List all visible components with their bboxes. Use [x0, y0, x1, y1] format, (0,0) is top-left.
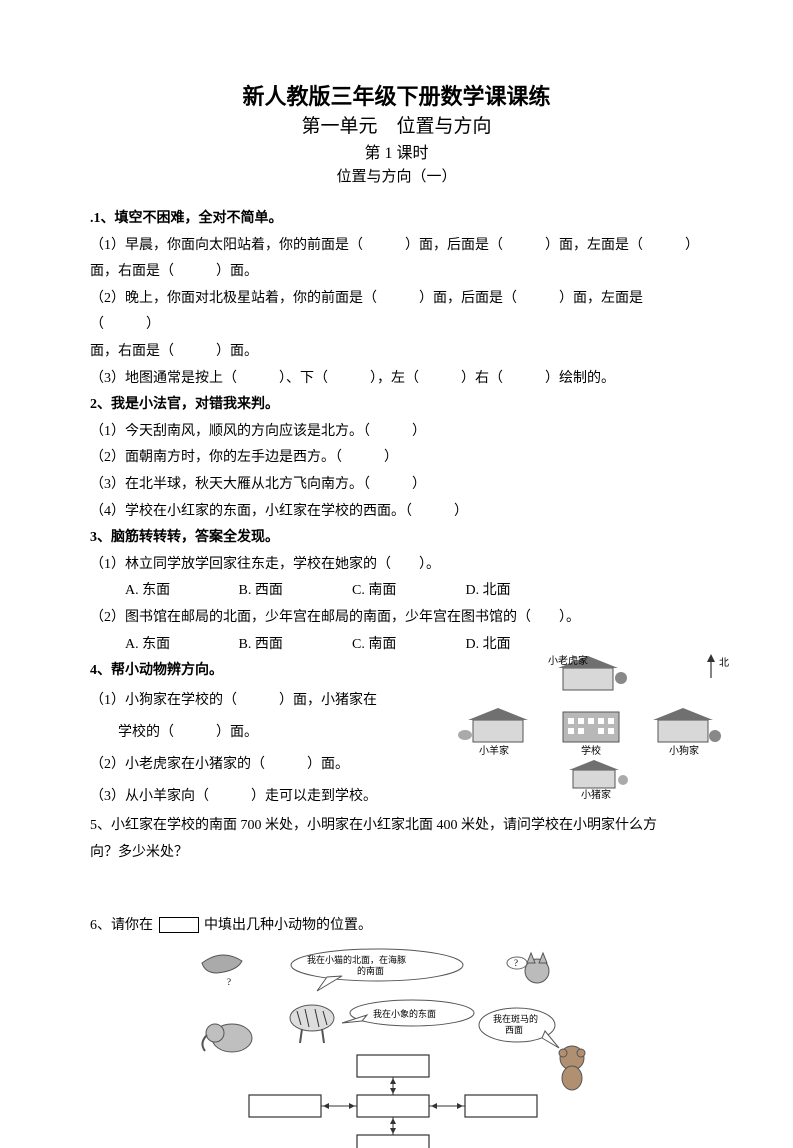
north-label: 北 — [719, 657, 729, 669]
subtitle: 位置与方向（一） — [90, 166, 703, 189]
q3-2-optC: C. 南面 — [352, 632, 462, 659]
q6-heading-post: 中填出几种小动物的位置。 — [204, 918, 372, 933]
q2-heading: 2、我是小法官，对错我来判。 — [90, 392, 703, 419]
bubble2-text: 我在小象的东面 — [373, 1008, 436, 1019]
q3-item2: （2）图书馆在邮局的北面，少年宫在邮局的南面，少年宫在图书馆的（ ）。 — [90, 605, 703, 632]
doc-title: 新人教版三年级下册数学课课练 — [90, 80, 703, 113]
q3-2-optB: B. 西面 — [239, 632, 349, 659]
tiger-label: 小老虎家 — [548, 654, 588, 667]
pig-house-icon: 小猪家 — [569, 760, 628, 800]
zebra-icon — [290, 1005, 334, 1043]
q3-2-optA: A. 东面 — [125, 632, 235, 659]
q4-map-figure: 北 小老虎家 小羊家 学校 — [453, 650, 733, 800]
north-arrow-icon: 北 — [707, 654, 729, 678]
q1-item3: （3）地图通常是按上（ ）、下（ ），左（ ）右（ ）绘制的。 — [90, 366, 703, 393]
q1-item1-l2: 面，右面是（ ）面。 — [90, 259, 703, 286]
q5-line1: 5、小红家在学校的南面 700 米处，小明家在小红家北面 400 米处，请问学校… — [90, 813, 703, 840]
bubble3-text-b: 西面 — [505, 1025, 523, 1035]
q3-1-optC: C. 南面 — [352, 578, 462, 605]
q1-heading: .1、填空不困难，全对不简单。 — [90, 206, 703, 233]
answer-box-bottom — [357, 1135, 429, 1148]
q1-item1-l1: （1）早晨，你面向太阳站着，你的前面是（ ）面，后面是（ ）面，左面是（ ） — [90, 233, 703, 260]
q3-item1: （1）林立同学放学回家往东走，学校在她家的（ ）。 — [90, 552, 703, 579]
speech-bubble-1: 我在小猫的北面，在海豚 的南面 — [291, 949, 463, 991]
blank-box-icon — [159, 917, 199, 933]
bubble3-text-a: 我在斑马的 — [493, 1013, 538, 1024]
answer-box-top — [357, 1055, 429, 1077]
svg-text:?: ? — [227, 977, 231, 987]
dog-house-icon: 小狗家 — [653, 708, 721, 757]
sheep-label: 小羊家 — [479, 744, 509, 757]
q2-item2: （2）面朝南方时，你的左手边是西方。（ ） — [90, 445, 703, 472]
dolphin-icon: ? — [202, 955, 242, 987]
pig-label: 小猪家 — [581, 788, 611, 800]
cat-icon: ? — [507, 953, 549, 983]
bubble1-text-b: 的南面 — [357, 965, 384, 976]
elephant-icon — [202, 1024, 252, 1052]
q1-item2-l1: （2）晚上，你面对北极星站着，你的前面是（ ）面，后面是（ ）面，左面是（ ） — [90, 286, 703, 339]
sheep-house-icon: 小羊家 — [458, 708, 528, 757]
school-label: 学校 — [581, 744, 601, 757]
q3-item1-options: A. 东面 B. 西面 C. 南面 D. 北面 — [90, 578, 703, 605]
answer-box-right — [465, 1095, 537, 1117]
bubble1-text-a: 我在小猫的北面，在海豚 — [307, 954, 406, 965]
lesson-title: 第 1 课时 — [90, 142, 703, 166]
q1-item2-l2: 面，右面是（ ）面。 — [90, 339, 703, 366]
q5-line2: 向？多少米处？ — [90, 840, 703, 867]
school-icon: 学校 — [563, 712, 619, 757]
q2-item3: （3）在北半球，秋天大雁从北方飞向南方。（ ） — [90, 472, 703, 499]
q6-heading-pre: 6、请你在 — [90, 918, 153, 933]
q3-1-optB: B. 西面 — [239, 578, 349, 605]
position-boxes-diagram — [249, 1055, 537, 1148]
q3-1-optD: D. 北面 — [466, 578, 576, 605]
tiger-house-icon: 小老虎家 — [548, 654, 627, 690]
answer-box-center — [357, 1095, 429, 1117]
q2-item4: （4）学校在小红家的东面，小红家在学校的西面。（ ） — [90, 499, 703, 526]
q6-heading: 6、请你在 中填出几种小动物的位置。 — [90, 913, 703, 940]
dog-label: 小狗家 — [669, 744, 699, 757]
svg-text:?: ? — [514, 958, 518, 968]
q2-item1: （1）今天刮南风，顺风的方向应该是北方。（ ） — [90, 419, 703, 446]
q3-heading: 3、脑筋转转转，答案全发现。 — [90, 525, 703, 552]
q3-1-optA: A. 东面 — [125, 578, 235, 605]
speech-bubble-3: 我在斑马的 西面 — [479, 1008, 559, 1048]
answer-box-left — [249, 1095, 321, 1117]
monkey-icon — [559, 1046, 585, 1090]
q6-figure: ? 我在小猫的北面，在海豚 的南面 ? 我在小象的东面 — [187, 943, 607, 1148]
unit-title: 第一单元 位置与方向 — [90, 113, 703, 142]
speech-bubble-2: 我在小象的东面 — [342, 1000, 474, 1026]
